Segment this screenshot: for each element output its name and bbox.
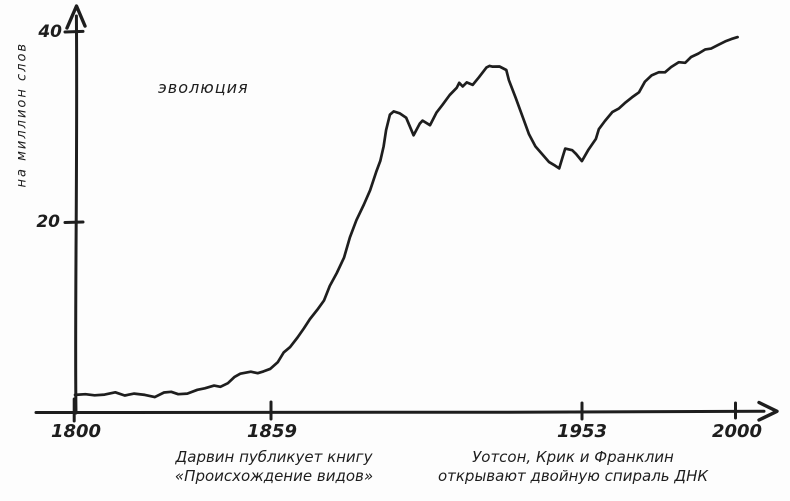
x-axis-arrow-icon [757,400,779,422]
y-tick-label-20: 20 [36,212,60,232]
y-axis-line [74,14,79,415]
x-tick-label-2000: 2000 [711,421,763,442]
frequency-curve [73,35,739,399]
annotation-darwin-line2: «Происхождение видов» [174,467,374,485]
annotation-dna-line1: Уотсон, Крик и Франклин [472,448,674,466]
y-tick-label-40: 40 [38,22,62,42]
y-tick-20 [63,220,85,224]
annotation-dna: Уотсон, Крик и Франклин открывают двойну… [438,448,708,486]
x-tick-label-1800: 1800 [50,421,102,442]
y-axis-title: на миллион слов [14,41,30,188]
y-axis-arrow-icon [65,4,87,30]
x-tick-label-1953: 1953 [556,421,608,442]
y-tick-40 [63,29,85,34]
x-axis-line [34,409,766,414]
x-tick-label-1859: 1859 [246,421,298,442]
series-label: эволюция [158,78,249,97]
annotation-darwin-line1: Дарвин публикует книгу [175,448,373,466]
annotation-darwin: Дарвин публикует книгу «Происхождение ви… [175,448,373,486]
annotation-dna-line2: открывают двойную спираль ДНК [437,467,709,485]
